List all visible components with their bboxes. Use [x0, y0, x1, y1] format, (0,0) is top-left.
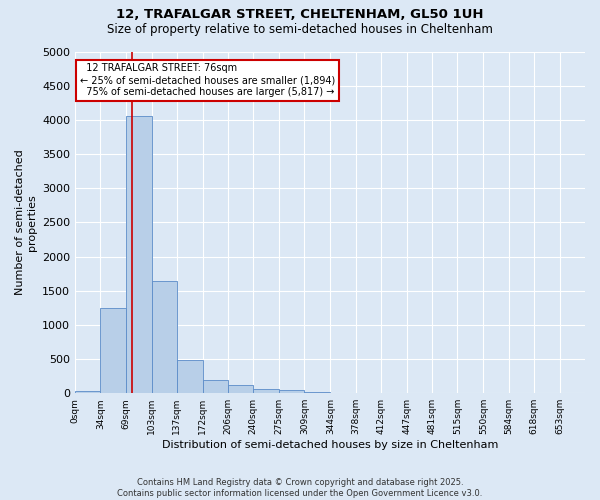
- Bar: [203, 380, 228, 393]
- Y-axis label: Number of semi-detached
properties: Number of semi-detached properties: [15, 150, 37, 295]
- X-axis label: Distribution of semi-detached houses by size in Cheltenham: Distribution of semi-detached houses by …: [162, 440, 498, 450]
- Text: Size of property relative to semi-detached houses in Cheltenham: Size of property relative to semi-detach…: [107, 22, 493, 36]
- Text: 12 TRAFALGAR STREET: 76sqm
← 25% of semi-detached houses are smaller (1,894)
  7: 12 TRAFALGAR STREET: 76sqm ← 25% of semi…: [80, 64, 335, 96]
- Bar: [127, 116, 152, 393]
- Bar: [75, 391, 100, 393]
- Bar: [100, 308, 127, 393]
- Bar: [331, 392, 356, 393]
- Text: 12, TRAFALGAR STREET, CHELTENHAM, GL50 1UH: 12, TRAFALGAR STREET, CHELTENHAM, GL50 1…: [116, 8, 484, 20]
- Bar: [279, 390, 304, 393]
- Text: Contains HM Land Registry data © Crown copyright and database right 2025.
Contai: Contains HM Land Registry data © Crown c…: [118, 478, 482, 498]
- Bar: [304, 392, 331, 393]
- Bar: [177, 360, 203, 393]
- Bar: [152, 281, 177, 393]
- Bar: [228, 385, 253, 393]
- Bar: [253, 389, 279, 393]
